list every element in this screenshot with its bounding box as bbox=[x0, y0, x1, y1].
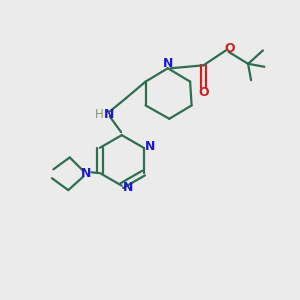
Text: N: N bbox=[163, 57, 173, 70]
Text: H: H bbox=[94, 108, 103, 121]
Text: N: N bbox=[104, 108, 114, 121]
Text: O: O bbox=[224, 42, 235, 56]
Text: O: O bbox=[198, 85, 209, 98]
Text: N: N bbox=[122, 181, 133, 194]
Text: N: N bbox=[144, 140, 155, 153]
Text: N: N bbox=[81, 167, 91, 180]
